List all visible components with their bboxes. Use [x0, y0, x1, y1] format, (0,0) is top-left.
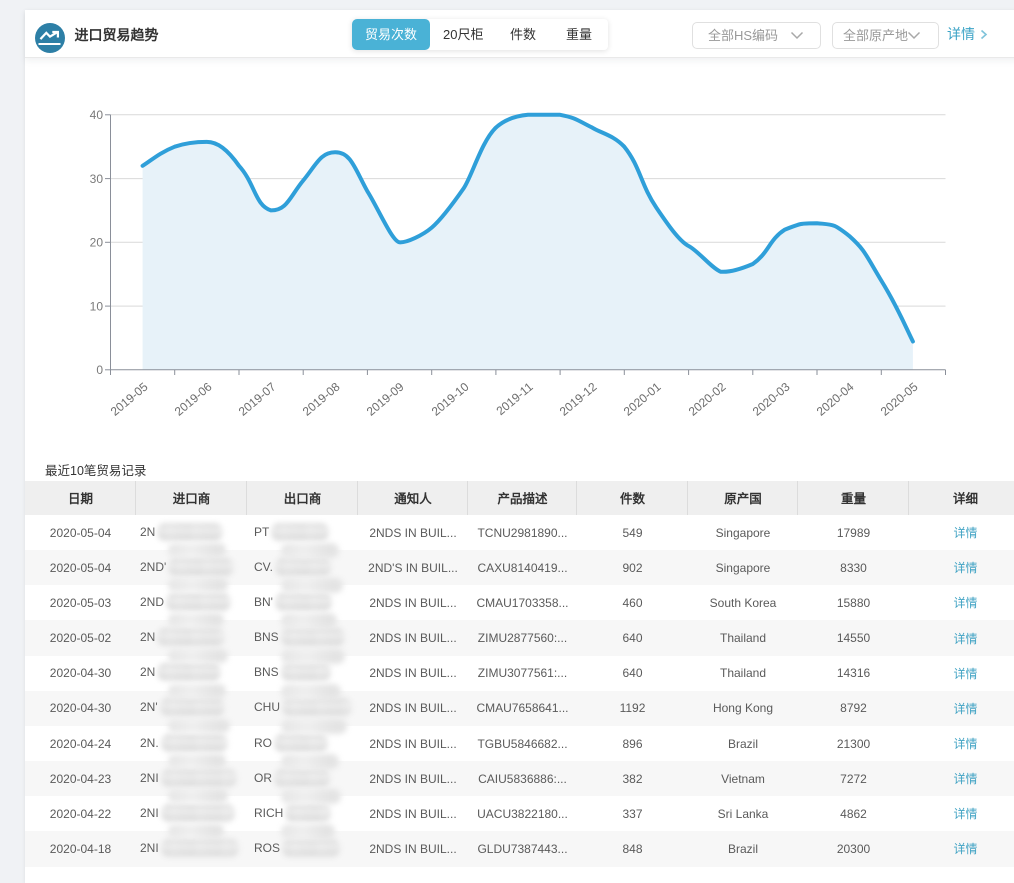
svg-text:40: 40 [90, 108, 104, 122]
svg-text:0: 0 [96, 363, 103, 377]
svg-text:30: 30 [90, 172, 104, 186]
svg-text:10: 10 [90, 299, 104, 313]
svg-text:20: 20 [90, 236, 104, 250]
